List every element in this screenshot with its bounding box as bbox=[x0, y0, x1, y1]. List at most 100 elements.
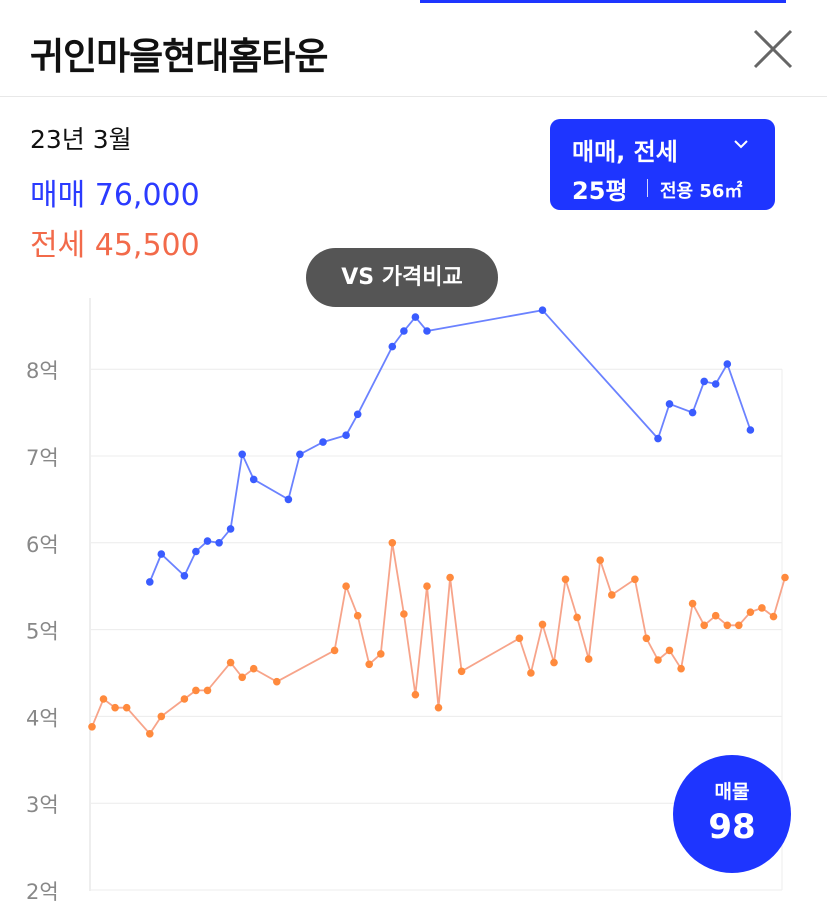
data-point bbox=[769, 612, 778, 621]
data-point bbox=[573, 613, 581, 622]
data-point bbox=[781, 573, 789, 582]
data-point bbox=[342, 582, 350, 590]
data-point bbox=[700, 377, 708, 386]
data-point bbox=[550, 658, 558, 667]
y-tick-label: 6억 bbox=[26, 533, 59, 557]
data-point bbox=[723, 360, 732, 368]
sale-price-summary: 매매 76,000 bbox=[30, 170, 200, 214]
data-point bbox=[434, 703, 443, 712]
data-point bbox=[99, 695, 108, 703]
data-point bbox=[400, 327, 408, 335]
series-line-sale bbox=[148, 309, 752, 583]
data-point bbox=[342, 431, 350, 439]
data-point bbox=[561, 575, 570, 584]
y-tick-label: 8억 bbox=[26, 359, 59, 383]
data-point bbox=[608, 591, 616, 599]
data-point bbox=[111, 703, 119, 712]
y-tick-label: 2억 bbox=[26, 880, 59, 904]
jeonse-price-summary: 전세 45,500 bbox=[30, 220, 200, 264]
area-label: 25평 bbox=[572, 177, 628, 205]
data-point bbox=[238, 450, 246, 459]
data-point bbox=[423, 582, 431, 590]
data-point bbox=[388, 342, 397, 351]
data-point bbox=[146, 730, 154, 738]
data-point bbox=[665, 646, 674, 655]
data-point bbox=[180, 695, 189, 703]
filter-separator bbox=[647, 179, 648, 197]
data-point bbox=[411, 690, 420, 699]
data-point bbox=[631, 575, 639, 584]
sale-label: 매매 bbox=[30, 178, 86, 213]
page-title: 귀인마을현대홈타운 bbox=[30, 35, 328, 78]
y-tick-label: 5억 bbox=[26, 620, 59, 644]
data-point bbox=[249, 475, 258, 484]
data-point bbox=[296, 450, 304, 459]
data-point bbox=[457, 667, 466, 676]
listing-count: 98 bbox=[708, 807, 756, 847]
data-point bbox=[677, 664, 685, 673]
data-point bbox=[665, 400, 674, 408]
data-point bbox=[423, 327, 431, 335]
data-point bbox=[538, 620, 547, 629]
deal-type-area-filter[interactable]: 매매, 전세 25평 전용 56㎡ bbox=[550, 119, 775, 210]
data-point bbox=[238, 673, 246, 682]
data-point bbox=[192, 686, 200, 695]
close-icon[interactable] bbox=[748, 24, 798, 74]
data-point bbox=[688, 599, 697, 608]
jeonse-value: 45,500 bbox=[94, 228, 200, 263]
data-point bbox=[88, 723, 96, 731]
chevron-down-icon bbox=[734, 140, 748, 149]
data-point bbox=[758, 604, 766, 612]
data-point bbox=[157, 550, 166, 558]
data-point bbox=[273, 677, 281, 686]
top-accent-bar bbox=[420, 0, 786, 3]
data-point bbox=[711, 611, 720, 620]
header-divider bbox=[0, 96, 827, 97]
data-point bbox=[654, 434, 662, 443]
data-point bbox=[700, 621, 708, 630]
data-point bbox=[711, 380, 720, 388]
data-point bbox=[180, 572, 189, 580]
data-point bbox=[400, 610, 408, 618]
data-point bbox=[215, 539, 223, 547]
data-point bbox=[527, 669, 535, 677]
exclusive-area-label: 전용 56㎡ bbox=[660, 181, 743, 202]
y-tick-label: 3억 bbox=[26, 793, 59, 817]
data-point bbox=[353, 611, 362, 620]
data-point bbox=[642, 634, 651, 643]
data-point bbox=[353, 410, 362, 419]
data-point bbox=[319, 438, 327, 446]
data-point bbox=[284, 495, 293, 504]
listing-count-badge[interactable]: 매물 98 bbox=[673, 755, 791, 873]
selected-date: 23년 3월 bbox=[30, 125, 132, 154]
data-point bbox=[446, 573, 454, 582]
data-point bbox=[688, 408, 697, 417]
data-point bbox=[411, 313, 420, 321]
data-point bbox=[746, 426, 755, 434]
data-point bbox=[365, 660, 374, 669]
price-trend-chart: 2억 3억 4억 5억 6억 7억 8억 bbox=[26, 298, 789, 904]
data-point bbox=[146, 578, 154, 586]
data-point bbox=[723, 621, 732, 630]
jeonse-label: 전세 bbox=[30, 228, 86, 263]
data-point bbox=[249, 664, 258, 673]
data-point bbox=[377, 650, 385, 658]
y-tick-label: 4억 bbox=[26, 706, 59, 730]
data-point bbox=[203, 537, 212, 545]
data-point bbox=[746, 608, 755, 616]
deal-type-label: 매매, 전세 bbox=[572, 138, 678, 166]
compare-price-button[interactable]: VS 가격비교 bbox=[306, 248, 498, 307]
y-tick-label: 7억 bbox=[26, 446, 59, 470]
data-point bbox=[388, 539, 397, 547]
data-point bbox=[735, 621, 743, 630]
listing-label: 매물 bbox=[714, 781, 750, 803]
data-point bbox=[515, 634, 524, 643]
data-point bbox=[596, 556, 604, 564]
data-point bbox=[192, 547, 200, 556]
data-point bbox=[584, 655, 593, 663]
data-point bbox=[654, 656, 662, 664]
data-point bbox=[203, 686, 212, 695]
sale-value: 76,000 bbox=[94, 178, 200, 213]
data-point bbox=[157, 712, 166, 721]
data-point bbox=[226, 658, 235, 667]
